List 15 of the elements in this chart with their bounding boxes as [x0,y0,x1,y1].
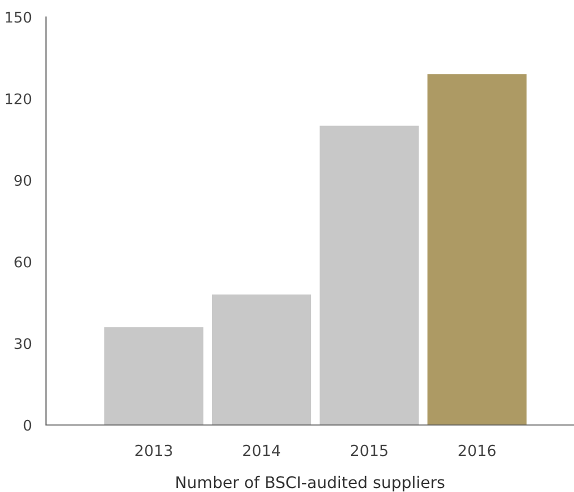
y-tick-label: 120 [6,93,32,104]
y-tick-label: 30 [14,338,32,350]
x-tick-label: 2016 [458,444,496,456]
bar [427,74,527,425]
bar [104,327,204,425]
bar [320,126,419,425]
x-axis-title: Number of BSCI-audited suppliers [176,476,444,492]
y-tick-label: 150 [6,12,32,23]
y-tick-label: 90 [14,174,32,186]
y-tick-label: 0 [24,420,32,431]
bar [212,294,312,425]
x-tick-label: 2014 [243,444,280,456]
x-tick-label: 2013 [135,444,172,456]
x-tick-label: 2015 [350,444,388,456]
y-tick-label: 60 [14,256,32,268]
